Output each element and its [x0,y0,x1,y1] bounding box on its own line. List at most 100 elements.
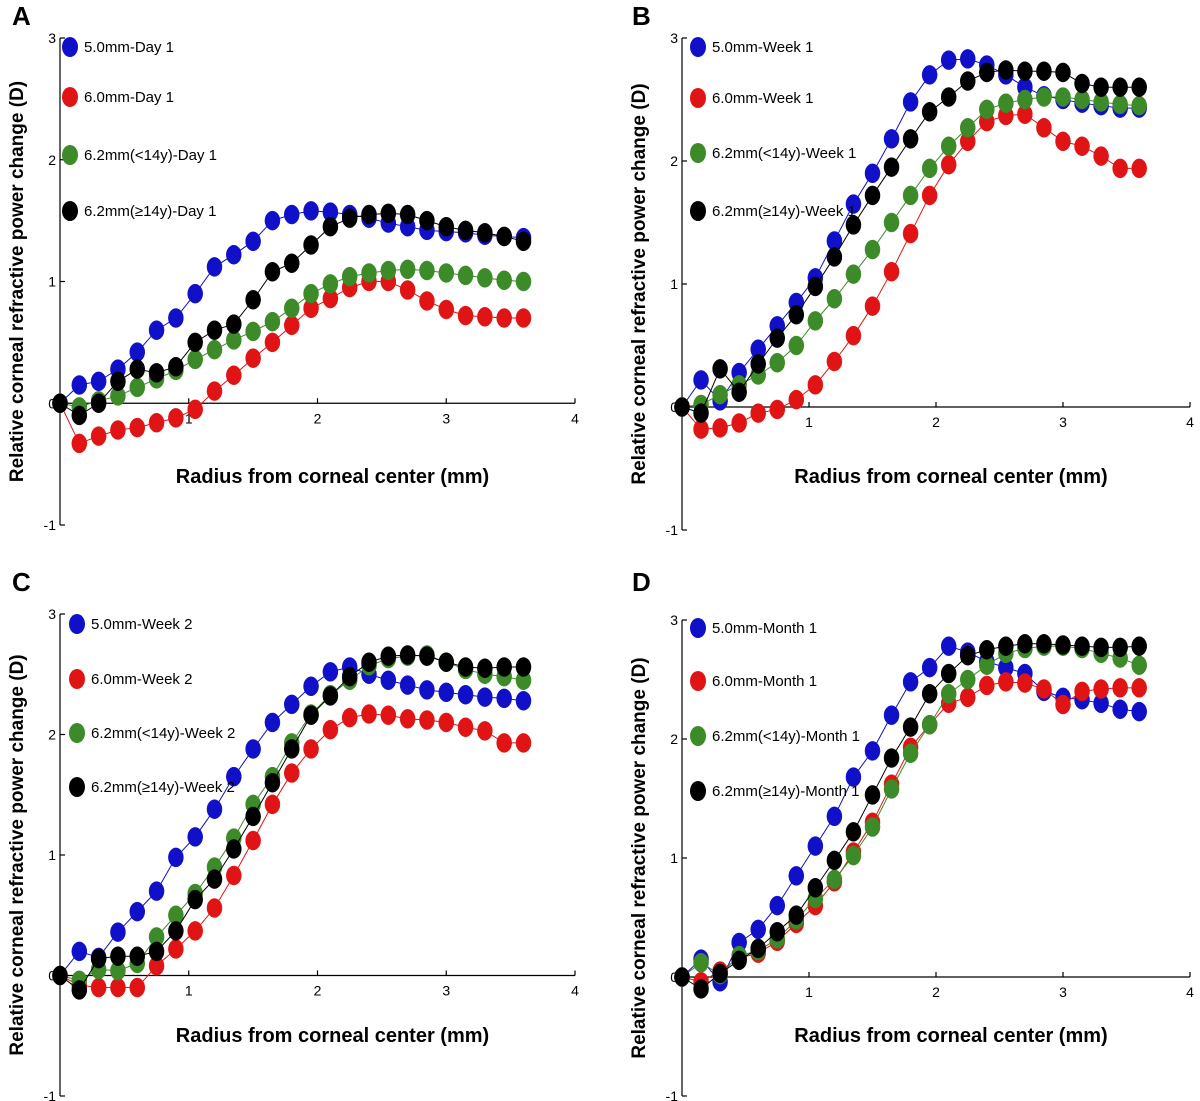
data-point [477,658,493,678]
legend-label: 6.2mm(≥14y)-Day 1 [84,203,216,220]
data-point [807,311,824,331]
data-point [245,348,261,368]
data-point [419,260,435,281]
data-point [788,389,805,410]
data-point [1055,131,1071,152]
data-point [303,739,319,759]
data-point [129,342,145,362]
series-black [52,203,532,426]
panel-letter: B [632,1,651,31]
data-point [477,223,493,243]
data-point [515,308,532,328]
data-point [1017,89,1033,110]
x-tick-label: 3 [442,410,450,426]
legend-entry: 6.0mm-Day 1 [62,87,174,107]
y-axis-label: Relative corneal refractive power change… [629,657,650,1058]
data-point [419,710,435,730]
data-point [380,260,397,281]
data-point [921,158,938,179]
data-point [341,208,358,228]
x-tick-label: 3 [442,983,450,999]
series-black [52,645,532,1000]
data-point [168,308,184,328]
y-tick-label: -1 [44,1088,57,1101]
data-point [845,822,862,842]
data-point [129,977,145,998]
data-point [496,733,512,753]
data-point [902,129,919,149]
data-point [940,87,957,107]
x-tick-label: 4 [1186,414,1194,430]
data-point [399,204,416,225]
y-tick-label: -1 [44,517,57,533]
data-point [303,283,319,304]
y-tick-label: 0 [48,395,56,411]
data-point [902,717,919,737]
data-point [826,806,843,827]
data-point [1131,95,1147,116]
data-point [341,266,358,287]
data-point [1036,679,1052,699]
data-point [399,645,416,665]
data-point [807,878,824,898]
data-point [845,215,862,235]
series-line [59,268,524,408]
legend-marker [690,201,706,221]
data-point [341,666,358,687]
data-point [1112,158,1128,179]
data-point [322,686,339,706]
data-point [845,845,862,866]
legend-label: 6.0mm-Week 2 [91,671,192,688]
data-point [731,413,747,433]
x-tick-label: 2 [932,414,940,430]
data-point [845,264,862,284]
data-point [457,657,474,677]
data-point [457,220,474,241]
data-point [864,741,881,761]
series-red [674,104,1147,439]
data-point [1131,701,1147,722]
data-point [845,767,862,787]
data-point [187,399,203,420]
legend-label: 6.2mm(≥14y)-Week 2 [91,779,235,796]
y-tick-label: 2 [670,731,678,747]
data-point [322,719,339,740]
data-point [380,705,397,725]
data-point [1055,87,1071,107]
data-point [807,375,824,395]
data-point [303,235,319,255]
series-green [52,259,532,417]
data-point [998,93,1014,113]
legend-marker [69,669,85,689]
data-point [226,766,242,787]
data-point [303,705,319,725]
data-point [712,384,728,405]
data-point [693,370,709,390]
data-point [226,865,242,886]
data-point [1093,637,1109,658]
series-blue [52,657,532,986]
data-point [921,185,938,206]
data-point [1131,77,1147,97]
data-point [788,866,805,886]
data-point [206,381,223,401]
data-point [1017,673,1033,693]
data-point [1112,699,1128,719]
data-point [674,967,690,987]
data-point [206,869,223,889]
panel-a: A -1 0 1 2 3 1 2 3 4 Radius from corneal center (m… [7,1,579,533]
legend-label: 6.2mm(<14y)-Week 2 [91,725,235,742]
legend-marker [690,143,706,163]
legend-entry: 6.2mm(≥14y)-Week 2 [69,777,235,797]
data-point [940,154,957,175]
data-point [902,743,919,764]
data-point [979,99,995,120]
data-point [419,291,435,311]
data-point [960,71,976,91]
x-axis-label: Radius from corneal center (mm) [794,466,1107,488]
data-point [438,652,454,672]
data-point [284,298,300,319]
data-point [998,60,1014,80]
legend-entry: 6.0mm-Week 1 [690,88,813,108]
data-point [496,657,512,677]
